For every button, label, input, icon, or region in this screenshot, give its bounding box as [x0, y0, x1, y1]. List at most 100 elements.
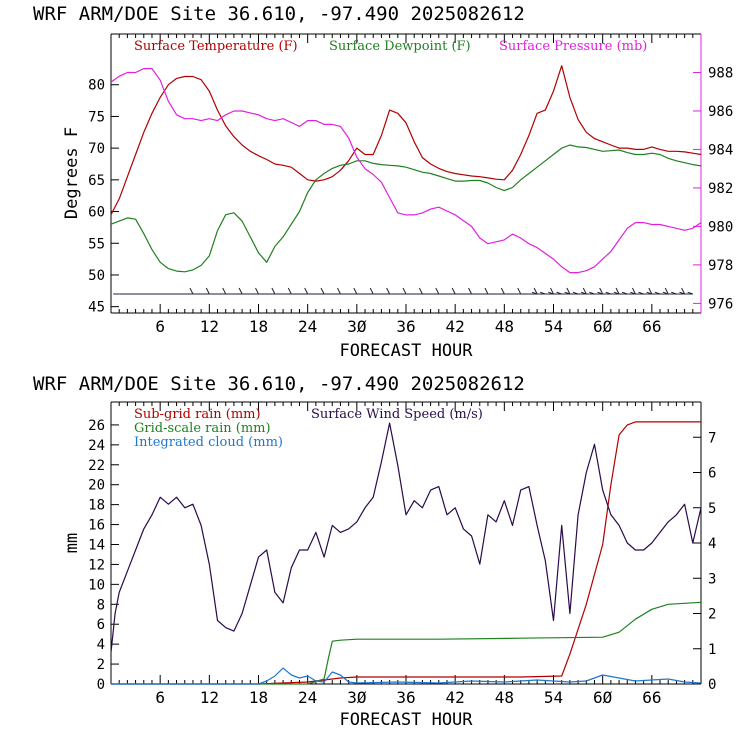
wind-barb-flag [500, 287, 505, 295]
y-tick-label: 0 [97, 677, 105, 693]
y-tick-label: 70 [88, 141, 105, 157]
wind-barb-flag [517, 287, 522, 295]
wind-barb-flag [287, 287, 292, 295]
legend-entry: Surface Temperature (F) [134, 39, 298, 54]
wind-barb-flag [648, 287, 653, 295]
y-tick-label-right: 4 [708, 536, 716, 552]
x-tick-label: 18 [249, 317, 268, 336]
y-tick-label: 60 [88, 205, 105, 221]
x-tick-label: 3Ø [347, 688, 367, 707]
y-tick-label: 24 [88, 438, 105, 454]
y-axis-label: mm [62, 533, 82, 553]
series-line-3 [110, 422, 702, 653]
y-tick-label: 80 [88, 78, 105, 94]
wind-barb-flag [631, 287, 636, 295]
y-tick-label: 6 [97, 617, 105, 633]
wind-barb-flag [386, 287, 391, 295]
series-line-0 [110, 65, 702, 215]
x-tick-label: 12 [200, 317, 219, 336]
legend-entry: Surface Dewpoint (F) [329, 39, 471, 54]
y-tick-label-right: 986 [708, 104, 733, 120]
y-tick-label-right: 3 [708, 571, 716, 587]
y-tick-label-right: 7 [708, 430, 716, 446]
legend-entry: Grid-scale rain (mm) [134, 421, 271, 436]
y-tick-label-right: 0 [708, 677, 716, 693]
y-tick-label-right: 5 [708, 501, 716, 517]
wind-barb-flag [418, 287, 423, 295]
y-tick-label: 45 [88, 300, 105, 316]
y-tick-label: 75 [88, 109, 105, 125]
wind-barb-flag [238, 287, 243, 295]
x-tick-label: 36 [396, 688, 415, 707]
wind-barb-flag [615, 287, 620, 295]
y-tick-label-right: 984 [708, 142, 733, 158]
wind-barb-flag [484, 287, 489, 295]
legend-entry: Surface Wind Speed (m/s) [311, 407, 483, 422]
y-tick-label: 2 [97, 657, 105, 673]
y-tick-label-right: 976 [708, 296, 733, 312]
series-line-2 [111, 667, 702, 685]
wind-barb-flag [271, 287, 276, 295]
x-tick-label: 6 [155, 317, 165, 336]
y-tick-label: 22 [88, 458, 105, 474]
x-tick-label: 18 [249, 688, 268, 707]
y-tick-label-right: 988 [708, 65, 733, 81]
y-tick-label: 55 [88, 236, 105, 252]
y-tick-label: 14 [88, 537, 105, 553]
y-tick-label: 12 [88, 557, 105, 573]
x-tick-label: 6 [155, 688, 165, 707]
wind-barb-flag [353, 287, 358, 295]
wind-barb-flag [550, 287, 554, 295]
wind-barb-flag [189, 287, 194, 295]
wind-barb-flag [402, 287, 407, 295]
x-tick-label: 48 [495, 317, 514, 336]
x-tick-label: 12 [200, 688, 219, 707]
wind-barb-flag [369, 287, 374, 295]
x-axis-label: FORECAST HOUR [339, 341, 473, 361]
wind-barb-flag [533, 287, 538, 295]
y-tick-label-right: 2 [708, 607, 716, 623]
wind-barb-flag [566, 287, 571, 295]
x-tick-label: 66 [642, 688, 661, 707]
y-tick-label: 16 [88, 518, 105, 534]
series-line-2 [110, 67, 702, 274]
wind-barb-flag [435, 287, 440, 295]
y-tick-label: 18 [88, 498, 105, 514]
wind-barb-flag [336, 287, 341, 295]
y-tick-label: 10 [88, 577, 105, 593]
x-tick-label: 6Ø [593, 317, 613, 336]
wind-barb-flag [582, 287, 587, 295]
y-tick-label-right: 978 [708, 258, 733, 274]
x-tick-label: 66 [642, 317, 661, 336]
legend-entry: Sub-grid rain (mm) [134, 407, 261, 422]
y-tick-label-right: 982 [708, 181, 733, 197]
x-tick-label: 42 [446, 317, 465, 336]
wind-barb-flag [205, 287, 210, 295]
x-tick-label: 54 [544, 317, 563, 336]
y-tick-label: 8 [97, 597, 105, 613]
y-tick-label-right: 6 [708, 466, 716, 482]
wind-barb-flag [304, 287, 309, 295]
y-tick-label: 20 [88, 478, 105, 494]
y-tick-label-right: 980 [708, 219, 733, 235]
wind-barb-flag [681, 287, 686, 295]
x-tick-label: 24 [298, 688, 317, 707]
x-tick-label: 3Ø [347, 317, 367, 336]
wind-barb-flag [664, 287, 669, 295]
y-axis-label: Degrees F [62, 127, 82, 219]
series-line-1 [111, 601, 702, 685]
x-tick-label: 36 [396, 317, 415, 336]
y-tick-label: 50 [88, 268, 105, 284]
chart-title: WRF ARM/DOE Site 36.610, -97.490 2025082… [33, 373, 525, 395]
y-tick-label: 4 [97, 637, 105, 653]
wind-barb-flag [255, 287, 259, 295]
wind-barb-flag [599, 287, 604, 295]
series-line-1 [110, 144, 702, 273]
wind-barb-flag [451, 287, 456, 295]
wind-barb-flag [222, 287, 227, 295]
y-tick-label: 65 [88, 173, 105, 189]
y-tick-label-right: 1 [708, 642, 716, 658]
legend-entry: Integrated cloud (mm) [134, 435, 283, 450]
